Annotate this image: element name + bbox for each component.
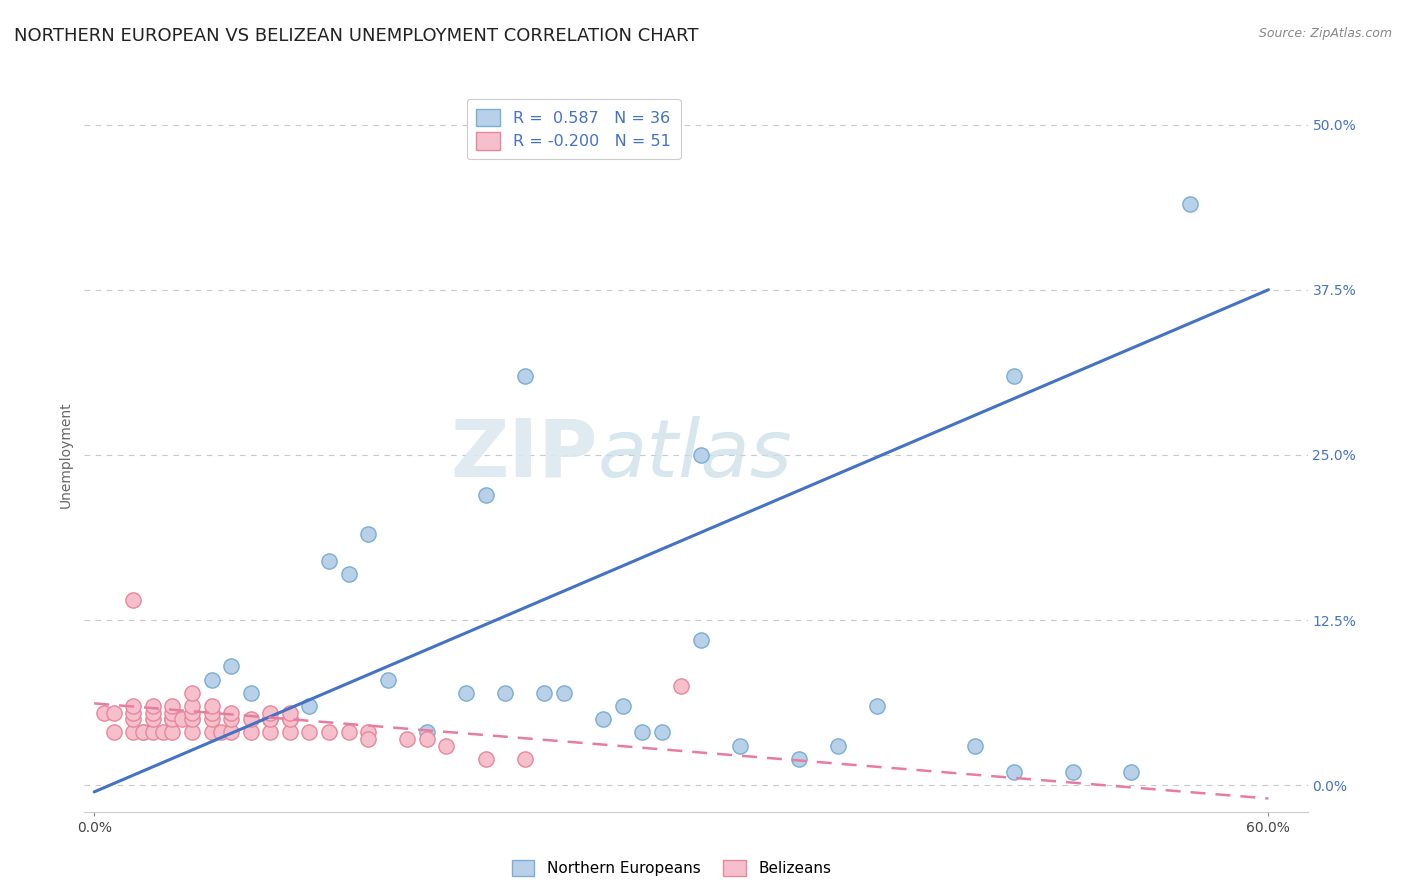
Point xyxy=(1062,765,1084,780)
Point xyxy=(357,725,380,739)
Point xyxy=(416,725,439,739)
Point xyxy=(533,686,555,700)
Point xyxy=(318,725,340,739)
Legend: Northern Europeans, Belizeans: Northern Europeans, Belizeans xyxy=(505,854,838,882)
Point xyxy=(474,487,496,501)
Point xyxy=(181,706,204,720)
Point xyxy=(318,554,340,568)
Point xyxy=(259,706,281,720)
Point xyxy=(172,712,194,726)
Point xyxy=(357,527,380,541)
Point xyxy=(728,739,751,753)
Point xyxy=(377,673,399,687)
Point xyxy=(239,686,262,700)
Point xyxy=(162,698,184,713)
Point xyxy=(239,725,262,739)
Text: atlas: atlas xyxy=(598,416,793,494)
Point xyxy=(181,698,204,713)
Point xyxy=(200,698,222,713)
Point xyxy=(200,725,222,739)
Point xyxy=(219,706,242,720)
Point xyxy=(592,712,614,726)
Point xyxy=(278,712,301,726)
Point xyxy=(1178,197,1201,211)
Point xyxy=(612,698,634,713)
Point xyxy=(1002,368,1025,383)
Point xyxy=(278,712,301,726)
Point xyxy=(689,448,711,462)
Point xyxy=(553,686,575,700)
Text: ZIP: ZIP xyxy=(451,416,598,494)
Point xyxy=(181,712,204,726)
Point xyxy=(93,706,115,720)
Point xyxy=(122,706,145,720)
Point xyxy=(671,679,693,693)
Point xyxy=(494,686,516,700)
Point xyxy=(152,725,174,739)
Point xyxy=(259,712,281,726)
Point xyxy=(337,566,360,581)
Point xyxy=(866,698,889,713)
Point xyxy=(181,725,204,739)
Point xyxy=(416,732,439,747)
Point xyxy=(689,632,711,647)
Point xyxy=(162,706,184,720)
Point xyxy=(200,712,222,726)
Point xyxy=(219,712,242,726)
Point xyxy=(209,725,232,739)
Point xyxy=(132,725,155,739)
Point xyxy=(436,739,458,753)
Point xyxy=(219,725,242,739)
Point xyxy=(200,706,222,720)
Point xyxy=(298,725,321,739)
Point xyxy=(357,732,380,747)
Point xyxy=(651,725,673,739)
Point xyxy=(162,712,184,726)
Point xyxy=(122,725,145,739)
Point xyxy=(454,686,477,700)
Point xyxy=(181,712,204,726)
Point xyxy=(142,698,165,713)
Y-axis label: Unemployment: Unemployment xyxy=(59,401,73,508)
Point xyxy=(278,706,301,720)
Point xyxy=(142,706,165,720)
Text: NORTHERN EUROPEAN VS BELIZEAN UNEMPLOYMENT CORRELATION CHART: NORTHERN EUROPEAN VS BELIZEAN UNEMPLOYME… xyxy=(14,27,699,45)
Text: Source: ZipAtlas.com: Source: ZipAtlas.com xyxy=(1258,27,1392,40)
Point xyxy=(827,739,849,753)
Point xyxy=(219,659,242,673)
Point xyxy=(631,725,654,739)
Point xyxy=(474,752,496,766)
Point xyxy=(132,725,155,739)
Point xyxy=(396,732,419,747)
Point xyxy=(239,712,262,726)
Point xyxy=(513,368,536,383)
Point xyxy=(122,712,145,726)
Point xyxy=(142,712,165,726)
Point xyxy=(200,673,222,687)
Point xyxy=(337,725,360,739)
Point xyxy=(103,725,125,739)
Point xyxy=(259,725,281,739)
Point xyxy=(162,725,184,739)
Point xyxy=(181,686,204,700)
Point xyxy=(278,725,301,739)
Point xyxy=(963,739,986,753)
Point xyxy=(162,712,184,726)
Point xyxy=(142,725,165,739)
Point xyxy=(103,706,125,720)
Point xyxy=(298,698,321,713)
Point xyxy=(122,698,145,713)
Point xyxy=(122,593,145,607)
Point xyxy=(1002,765,1025,780)
Point xyxy=(787,752,810,766)
Point xyxy=(513,752,536,766)
Point xyxy=(1121,765,1143,780)
Point xyxy=(259,712,281,726)
